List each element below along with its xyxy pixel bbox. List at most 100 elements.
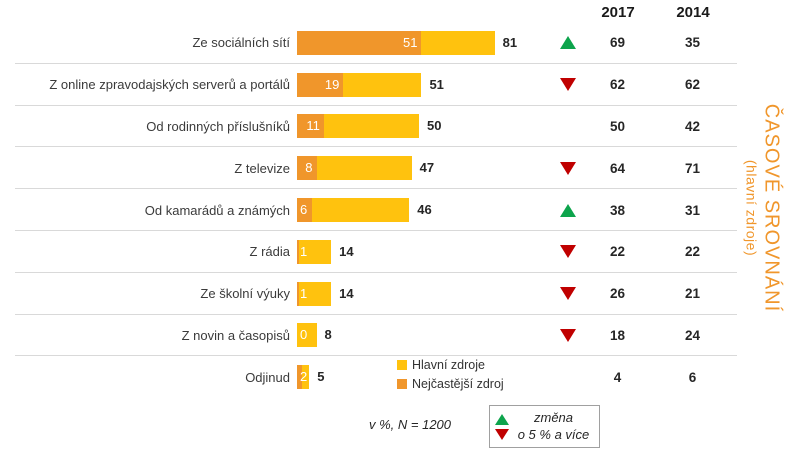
bar: 51 <box>297 30 495 55</box>
value-2017: 18 <box>609 327 626 343</box>
bar-segment-most-frequent <box>297 365 302 390</box>
value-label-most-frequent: 2 <box>300 369 308 385</box>
value-label-total: 14 <box>339 285 354 301</box>
bar-area: 19 51 <box>297 72 545 97</box>
legend-item-main: Hlavní zdroje <box>397 358 504 372</box>
change-legend-line2: o 5 % a více <box>517 426 590 442</box>
value-2014: 42 <box>684 118 701 134</box>
chart-row: Ze sociálních sítí 51 81 69 35 <box>0 22 800 64</box>
change-arrow-cell <box>545 161 590 175</box>
category-label: Ze školní výuky <box>200 286 290 302</box>
bar-segment-most-frequent <box>297 114 324 139</box>
bar: 19 <box>297 72 422 97</box>
change-legend: změna o 5 % a více <box>489 405 600 448</box>
bar-area: 8 47 <box>297 156 545 181</box>
chart-row: Z online zpravodajských serverů a portál… <box>0 64 800 106</box>
value-label-total: 5 <box>317 369 325 385</box>
value-label-total: 51 <box>429 76 444 92</box>
category-label: Odjinud <box>245 369 290 385</box>
column-header-2014: 2014 <box>676 4 710 21</box>
value-2017: 50 <box>609 118 626 134</box>
value-2014: 31 <box>684 202 701 218</box>
value-2014: 62 <box>684 77 701 93</box>
bar-segment-main <box>316 156 412 181</box>
change-down-icon <box>495 428 509 440</box>
bar-segment-most-frequent <box>297 30 422 55</box>
bar-area: 1 14 <box>297 239 545 264</box>
value-2017: 64 <box>609 160 626 176</box>
bar-segment-most-frequent <box>297 156 317 181</box>
value-label-most-frequent: 1 <box>300 285 308 301</box>
bar: 1 <box>297 239 332 264</box>
change-up-icon <box>559 36 576 50</box>
side-title-main: ČASOVÉ SROVNÁNÍ <box>760 103 783 313</box>
value-label-most-frequent: 19 <box>324 76 340 92</box>
bar-segment-main <box>421 30 495 55</box>
bar-segment-most-frequent <box>297 239 300 264</box>
bar: 6 <box>297 198 410 223</box>
chart-row: Z novin a časopisů 0 8 18 24 <box>0 315 800 357</box>
bar-segment-main <box>301 365 310 390</box>
chart-row: Ze školní výuky 1 14 26 21 <box>0 273 800 315</box>
value-2014: 22 <box>684 244 701 260</box>
value-label-most-frequent: 0 <box>300 327 308 343</box>
bar-segment-main <box>297 323 317 348</box>
chart-row: Od rodinných příslušníků 11 50 50 42 <box>0 106 800 148</box>
value-2017: 26 <box>609 286 626 302</box>
chart-row: Z televize 8 47 64 71 <box>0 147 800 189</box>
bar: 0 <box>297 323 317 348</box>
value-label-most-frequent: 1 <box>300 243 308 259</box>
chart-row: Odjinud 2 5 4 6 <box>0 356 800 398</box>
change-down-icon <box>559 328 576 342</box>
value-label-total: 81 <box>502 34 518 50</box>
category-label: Od kamarádů a známých <box>144 202 290 218</box>
bar-area: 1 14 <box>297 281 545 306</box>
change-down-icon <box>559 161 576 175</box>
change-arrow-cell <box>545 328 590 342</box>
sample-note: v %, N = 1200 <box>368 417 452 432</box>
bar: 2 <box>297 365 310 390</box>
change-legend-icons <box>495 413 509 440</box>
bar-segment-main <box>299 281 332 306</box>
value-2017: 62 <box>609 77 626 93</box>
change-legend-line1: změna <box>533 409 574 425</box>
bar: 1 <box>297 281 332 306</box>
category-label: Z televize <box>234 160 290 176</box>
bar-segment-main <box>323 114 419 139</box>
value-label-total: 8 <box>324 327 332 343</box>
bar: 8 <box>297 156 412 181</box>
value-label-total: 14 <box>339 243 354 259</box>
value-label-most-frequent: 6 <box>300 202 308 218</box>
bar-segment-main <box>311 198 410 223</box>
change-arrow-cell <box>545 203 590 217</box>
bar: 11 <box>297 114 419 139</box>
value-2014: 6 <box>688 369 697 385</box>
legend-label-frequent: Nejčastější zdroj <box>412 377 504 391</box>
value-2017: 38 <box>609 202 626 218</box>
frequent-source-swatch <box>397 379 407 389</box>
bar-area: 51 81 <box>297 30 545 55</box>
value-label-total: 47 <box>419 160 435 176</box>
value-label-most-frequent: 51 <box>402 34 418 50</box>
series-legend: Hlavní zdroje Nejčastější zdroj <box>397 358 504 396</box>
legend-label-main: Hlavní zdroje <box>412 358 485 372</box>
bar-segment-most-frequent <box>297 281 300 306</box>
change-down-icon <box>559 78 576 92</box>
side-title-sub: (hlavní zdroje) <box>743 159 760 257</box>
category-label: Z rádia <box>249 244 290 260</box>
side-title: ČASOVÉ SROVNÁNÍ (hlavní zdroje) <box>744 104 783 312</box>
main-sources-swatch <box>397 360 407 370</box>
change-legend-text: změna o 5 % a více <box>513 410 594 444</box>
value-2014: 71 <box>684 160 701 176</box>
legend-item-frequent: Nejčastější zdroj <box>397 377 504 391</box>
change-arrow-cell <box>545 78 590 92</box>
bar-segment-most-frequent <box>297 198 312 223</box>
value-2014: 24 <box>684 327 701 343</box>
bar-area: 6 46 <box>297 198 545 223</box>
category-label: Od rodinných příslušníků <box>146 118 290 134</box>
bar-segment-most-frequent <box>297 72 344 97</box>
change-down-icon <box>559 245 576 259</box>
value-2017: 4 <box>613 369 622 385</box>
